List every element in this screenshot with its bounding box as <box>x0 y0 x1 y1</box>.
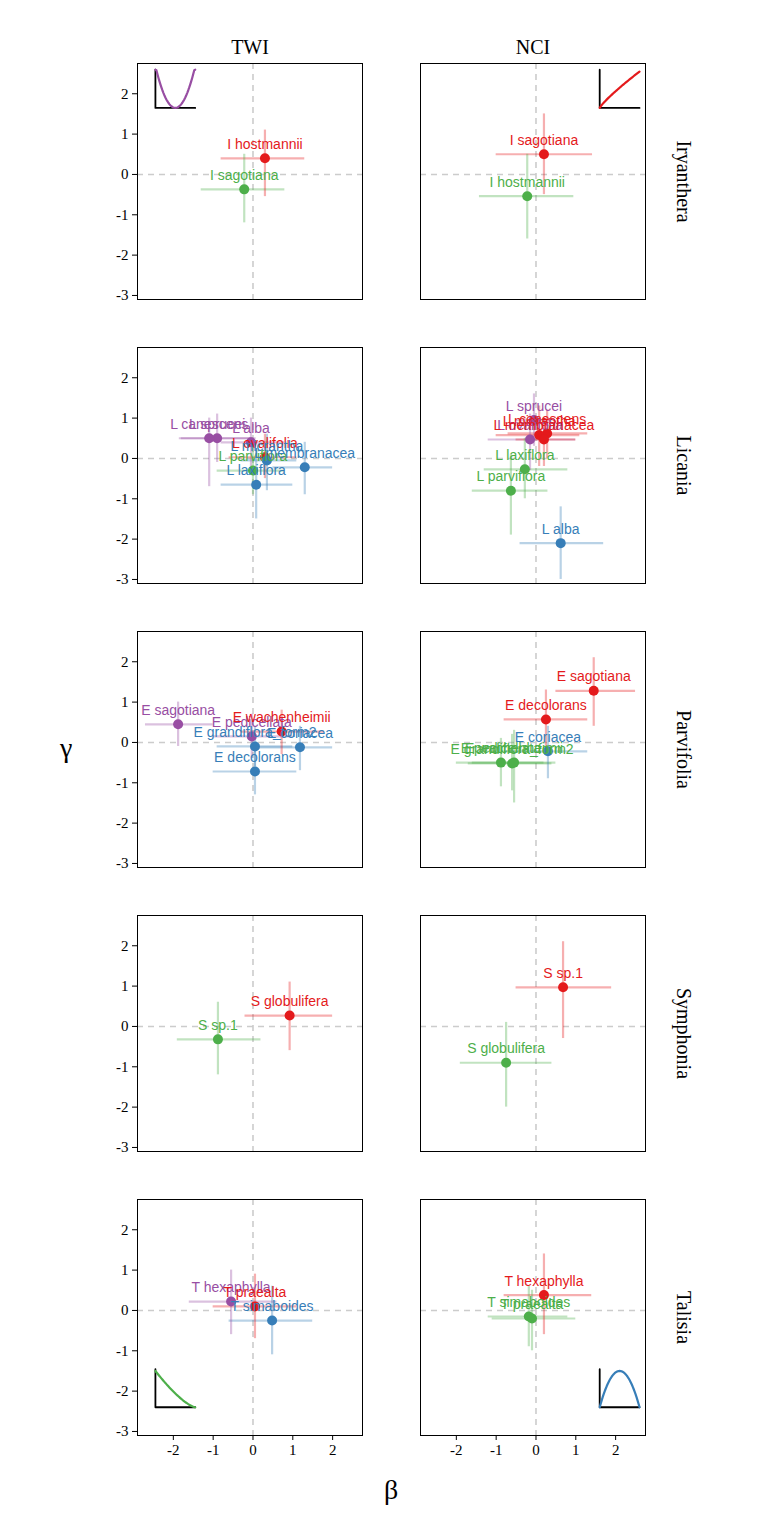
svg-text:E decolorans: E decolorans <box>505 697 587 713</box>
svg-text:-2: -2 <box>116 1383 129 1399</box>
svg-text:S sp.1: S sp.1 <box>198 1017 238 1033</box>
svg-text:0: 0 <box>121 1018 129 1034</box>
svg-text:-3: -3 <box>116 571 129 587</box>
svg-text:L parviflora: L parviflora <box>477 468 546 484</box>
svg-text:E wachenheimii: E wachenheimii <box>233 709 331 725</box>
svg-text:I sagotiana: I sagotiana <box>210 167 279 183</box>
html-text:γ: γ <box>60 732 73 763</box>
svg-text:-3: -3 <box>116 855 129 871</box>
svg-text:E sagotiana: E sagotiana <box>141 702 215 718</box>
svg-text:TWI: TWI <box>231 36 269 58</box>
svg-text:1: 1 <box>289 1442 297 1458</box>
svg-text:1: 1 <box>121 694 129 710</box>
svg-text:0: 0 <box>121 450 129 466</box>
svg-text:-2: -2 <box>116 815 129 831</box>
svg-text:I hostmannii: I hostmannii <box>227 136 302 152</box>
svg-text:-3: -3 <box>116 1139 129 1155</box>
svg-text:1: 1 <box>121 126 129 142</box>
svg-text:L sprucei: L sprucei <box>505 397 563 414</box>
svg-text:L laxiflora: L laxiflora <box>495 447 555 463</box>
svg-text:S globulifera: S globulifera <box>251 993 329 1009</box>
svg-text:T hexaphylla: T hexaphylla <box>504 1273 583 1289</box>
svg-text:S sp.1: S sp.1 <box>543 965 583 981</box>
svg-text:E sagotiana: E sagotiana <box>557 668 631 684</box>
svg-text:-2: -2 <box>116 1099 129 1115</box>
svg-text:1: 1 <box>121 410 129 426</box>
svg-text:L canescens: L canescens <box>170 416 248 432</box>
svg-text:L membranacea: L membranacea <box>254 445 355 461</box>
svg-text:I hostmannii: I hostmannii <box>489 174 564 190</box>
svg-text:2: 2 <box>329 1442 337 1458</box>
svg-text:Parvifolia: Parvifolia <box>673 710 695 789</box>
svg-text:T praealta: T praealta <box>223 1283 287 1300</box>
svg-text:E grandiflora_form2: E grandiflora_form2 <box>451 741 574 757</box>
svg-text:-2: -2 <box>116 531 129 547</box>
svg-text:E coriacea: E coriacea <box>514 728 581 745</box>
svg-text:E decolorans: E decolorans <box>214 749 296 765</box>
svg-text:2: 2 <box>121 86 129 102</box>
svg-text:L laxiflora: L laxiflora <box>226 462 286 478</box>
svg-text:2: 2 <box>121 938 129 954</box>
svg-text:T praealta: T praealta <box>501 1296 564 1312</box>
svg-text:-1: -1 <box>490 1442 503 1458</box>
svg-text:S globulifera: S globulifera <box>467 1040 545 1056</box>
svg-text:Talisia: Talisia <box>673 1291 695 1344</box>
svg-text:-2: -2 <box>116 247 129 263</box>
svg-text:L membranacea: L membranacea <box>494 417 595 433</box>
svg-text:E coriacea: E coriacea <box>267 725 333 741</box>
svg-text:1: 1 <box>121 1262 129 1278</box>
svg-text:2: 2 <box>121 1222 129 1238</box>
svg-text:-1: -1 <box>116 1343 129 1359</box>
svg-text:NCI: NCI <box>516 36 550 58</box>
svg-text:-1: -1 <box>116 1059 129 1075</box>
svg-text:2: 2 <box>121 370 129 386</box>
svg-text:0: 0 <box>249 1442 257 1458</box>
html-text:β: β <box>384 1474 399 1505</box>
svg-text:0: 0 <box>121 1302 129 1318</box>
svg-text:1: 1 <box>121 978 129 994</box>
svg-text:0: 0 <box>121 734 129 750</box>
svg-text:2: 2 <box>121 654 129 670</box>
svg-text:2: 2 <box>612 1442 620 1458</box>
svg-text:0: 0 <box>121 166 129 182</box>
svg-text:Iryanthera: Iryanthera <box>672 140 695 222</box>
svg-text:-3: -3 <box>116 287 129 303</box>
svg-text:L alba: L alba <box>232 419 270 436</box>
svg-text:I sagotiana: I sagotiana <box>510 132 579 148</box>
svg-text:Licania: Licania <box>673 436 695 496</box>
svg-text:L alba: L alba <box>542 521 580 537</box>
svg-text:-1: -1 <box>116 207 129 223</box>
svg-text:-1: -1 <box>116 775 129 791</box>
svg-text:-1: -1 <box>207 1442 220 1458</box>
svg-text:-3: -3 <box>116 1423 129 1439</box>
svg-text:E grandiflora_form2: E grandiflora_form2 <box>193 724 317 740</box>
svg-text:-1: -1 <box>116 491 129 507</box>
svg-text:0: 0 <box>532 1442 540 1458</box>
svg-text:Symphonia: Symphonia <box>672 988 695 1079</box>
svg-text:-2: -2 <box>450 1442 463 1458</box>
svg-text:E wachenheimii: E wachenheimii <box>465 740 563 756</box>
svg-text:-2: -2 <box>167 1442 180 1458</box>
svg-text:T simaboides: T simaboides <box>231 1298 314 1314</box>
svg-text:1: 1 <box>572 1442 580 1458</box>
